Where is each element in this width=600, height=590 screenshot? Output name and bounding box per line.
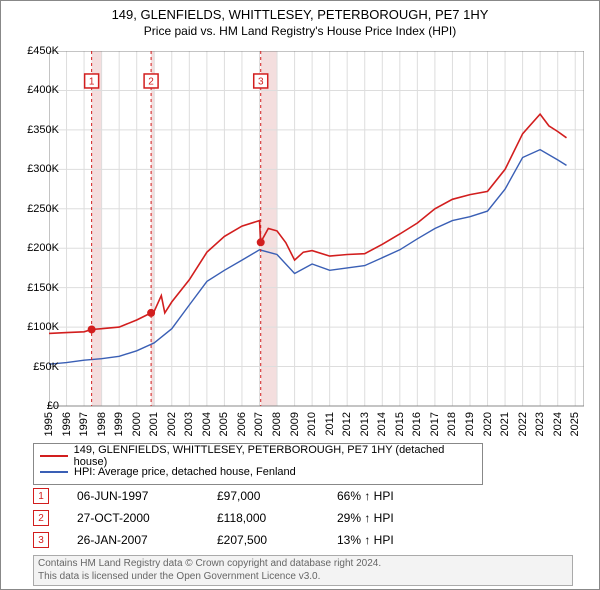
x-tick-label: 2009: [289, 412, 301, 436]
x-tick-label: 1999: [113, 412, 125, 436]
transactions-table: 1 06-JUN-1997 £97,000 66% ↑ HPI 2 27-OCT…: [33, 485, 573, 551]
x-tick-label: 2008: [271, 412, 283, 436]
y-tick-label: £400K: [9, 84, 59, 96]
x-tick-label: 2015: [394, 412, 406, 436]
y-tick-label: £200K: [9, 242, 59, 254]
x-tick-label: 2023: [534, 412, 546, 436]
x-tick-label: 2016: [411, 412, 423, 436]
tx-hpi-1: 66% ↑ HPI: [337, 489, 437, 503]
title-block: 149, GLENFIELDS, WHITTLESEY, PETERBOROUG…: [1, 1, 599, 38]
x-tick-label: 2005: [218, 412, 230, 436]
tx-date-2: 27-OCT-2000: [77, 511, 207, 525]
x-tick-label: 2024: [552, 412, 564, 436]
chart-container: 149, GLENFIELDS, WHITTLESEY, PETERBOROUG…: [0, 0, 600, 590]
x-tick-label: 2003: [183, 412, 195, 436]
y-tick-label: £0: [9, 400, 59, 412]
svg-text:2: 2: [148, 76, 154, 87]
legend-swatch-1: [40, 471, 68, 473]
y-tick-label: £100K: [9, 321, 59, 333]
x-tick-label: 2025: [569, 412, 581, 436]
x-tick-label: 2014: [376, 412, 388, 436]
y-tick-label: £150K: [9, 282, 59, 294]
legend-row-0: 149, GLENFIELDS, WHITTLESEY, PETERBOROUG…: [40, 448, 476, 464]
x-tick-label: 1997: [78, 412, 90, 436]
chart-svg: 1 2 3: [49, 51, 584, 431]
y-tick-label: £50K: [9, 361, 59, 373]
x-tick-label: 2017: [429, 412, 441, 436]
y-tick-label: £450K: [9, 45, 59, 57]
x-tick-label: 2013: [359, 412, 371, 436]
x-tick-label: 2022: [517, 412, 529, 436]
tx-marker-1: 1: [33, 488, 49, 504]
legend-box: 149, GLENFIELDS, WHITTLESEY, PETERBOROUG…: [33, 443, 483, 485]
x-tick-label: 2011: [324, 412, 336, 436]
x-tick-label: 2007: [253, 412, 265, 436]
x-tick-label: 2018: [446, 412, 458, 436]
y-tick-label: £250K: [9, 203, 59, 215]
x-tick-label: 2012: [341, 412, 353, 436]
svg-text:1: 1: [89, 76, 95, 87]
x-tick-label: 1996: [61, 412, 73, 436]
table-row: 1 06-JUN-1997 £97,000 66% ↑ HPI: [33, 485, 573, 507]
x-tick-label: 1995: [43, 412, 55, 436]
y-tick-label: £350K: [9, 124, 59, 136]
x-tick-label: 2001: [148, 412, 160, 436]
legend-label-1: HPI: Average price, detached house, Fenl…: [74, 466, 296, 478]
tx-date-1: 06-JUN-1997: [77, 489, 207, 503]
title-line2: Price paid vs. HM Land Registry's House …: [1, 24, 599, 38]
chart-area: 1 2 3: [49, 51, 584, 431]
tx-price-1: £97,000: [217, 489, 327, 503]
x-tick-label: 2006: [236, 412, 248, 436]
footer-line1: Contains HM Land Registry data © Crown c…: [38, 558, 568, 571]
tx-price-2: £118,000: [217, 511, 327, 525]
tx-marker-3: 3: [33, 532, 49, 548]
table-row: 3 26-JAN-2007 £207,500 13% ↑ HPI: [33, 529, 573, 551]
x-tick-label: 2021: [499, 412, 511, 436]
legend-swatch-0: [40, 455, 68, 457]
x-tick-label: 2010: [306, 412, 318, 436]
tx-price-3: £207,500: [217, 533, 327, 547]
y-tick-label: £300K: [9, 163, 59, 175]
footer-line2: This data is licensed under the Open Gov…: [38, 571, 568, 584]
tx-marker-2: 2: [33, 510, 49, 526]
legend-label-0: 149, GLENFIELDS, WHITTLESEY, PETERBOROUG…: [74, 444, 476, 468]
x-tick-label: 2019: [464, 412, 476, 436]
footer-box: Contains HM Land Registry data © Crown c…: [33, 555, 573, 586]
tx-hpi-2: 29% ↑ HPI: [337, 511, 437, 525]
x-tick-label: 2002: [166, 412, 178, 436]
x-tick-label: 2000: [131, 412, 143, 436]
x-tick-label: 2004: [201, 412, 213, 436]
table-row: 2 27-OCT-2000 £118,000 29% ↑ HPI: [33, 507, 573, 529]
tx-hpi-3: 13% ↑ HPI: [337, 533, 437, 547]
x-tick-label: 2020: [482, 412, 494, 436]
svg-text:3: 3: [258, 76, 264, 87]
title-line1: 149, GLENFIELDS, WHITTLESEY, PETERBOROUG…: [1, 7, 599, 22]
x-tick-label: 1998: [96, 412, 108, 436]
tx-date-3: 26-JAN-2007: [77, 533, 207, 547]
